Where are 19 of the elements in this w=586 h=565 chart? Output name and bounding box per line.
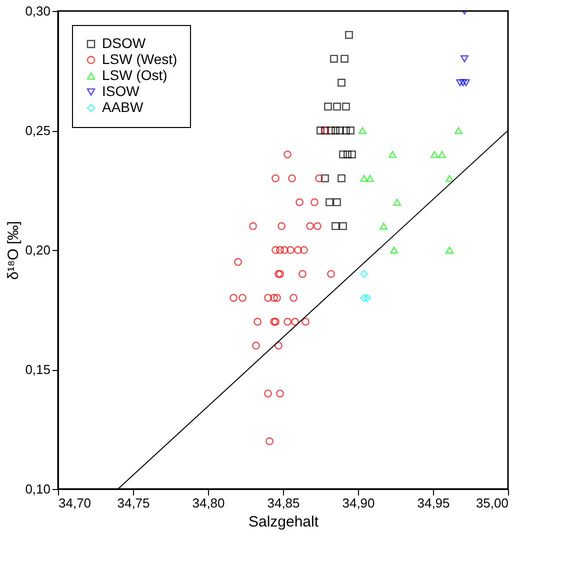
- y-tick-label: 0,10: [25, 482, 50, 496]
- x-tick-label: 34,90: [342, 496, 375, 510]
- x-tick-label: 34,85: [267, 496, 300, 510]
- legend-label: LSW (Ost): [102, 67, 168, 83]
- x-axis-title: Salzgehalt: [248, 514, 320, 530]
- x-tick-label: 35,00: [476, 496, 508, 510]
- y-tick-label: 0,15: [25, 362, 50, 377]
- y-tick-label: 0,20: [25, 242, 50, 258]
- x-tick-label: 34,75: [117, 496, 150, 510]
- legend-label: ISOW: [102, 83, 140, 99]
- y-tick-label: 0,30: [25, 4, 50, 18]
- legend-label: LSW (West): [102, 51, 178, 67]
- x-tick-label: 34,80: [192, 496, 225, 510]
- legend-label: DSOW: [102, 35, 146, 51]
- x-tick-label: 34,95: [417, 496, 450, 510]
- x-tick-label: 34,70: [58, 496, 92, 510]
- y-tick-label: 0,25: [25, 123, 50, 138]
- y-axis-title: δ¹⁸O [‰]: [5, 221, 22, 280]
- legend-label: AABW: [102, 99, 144, 115]
